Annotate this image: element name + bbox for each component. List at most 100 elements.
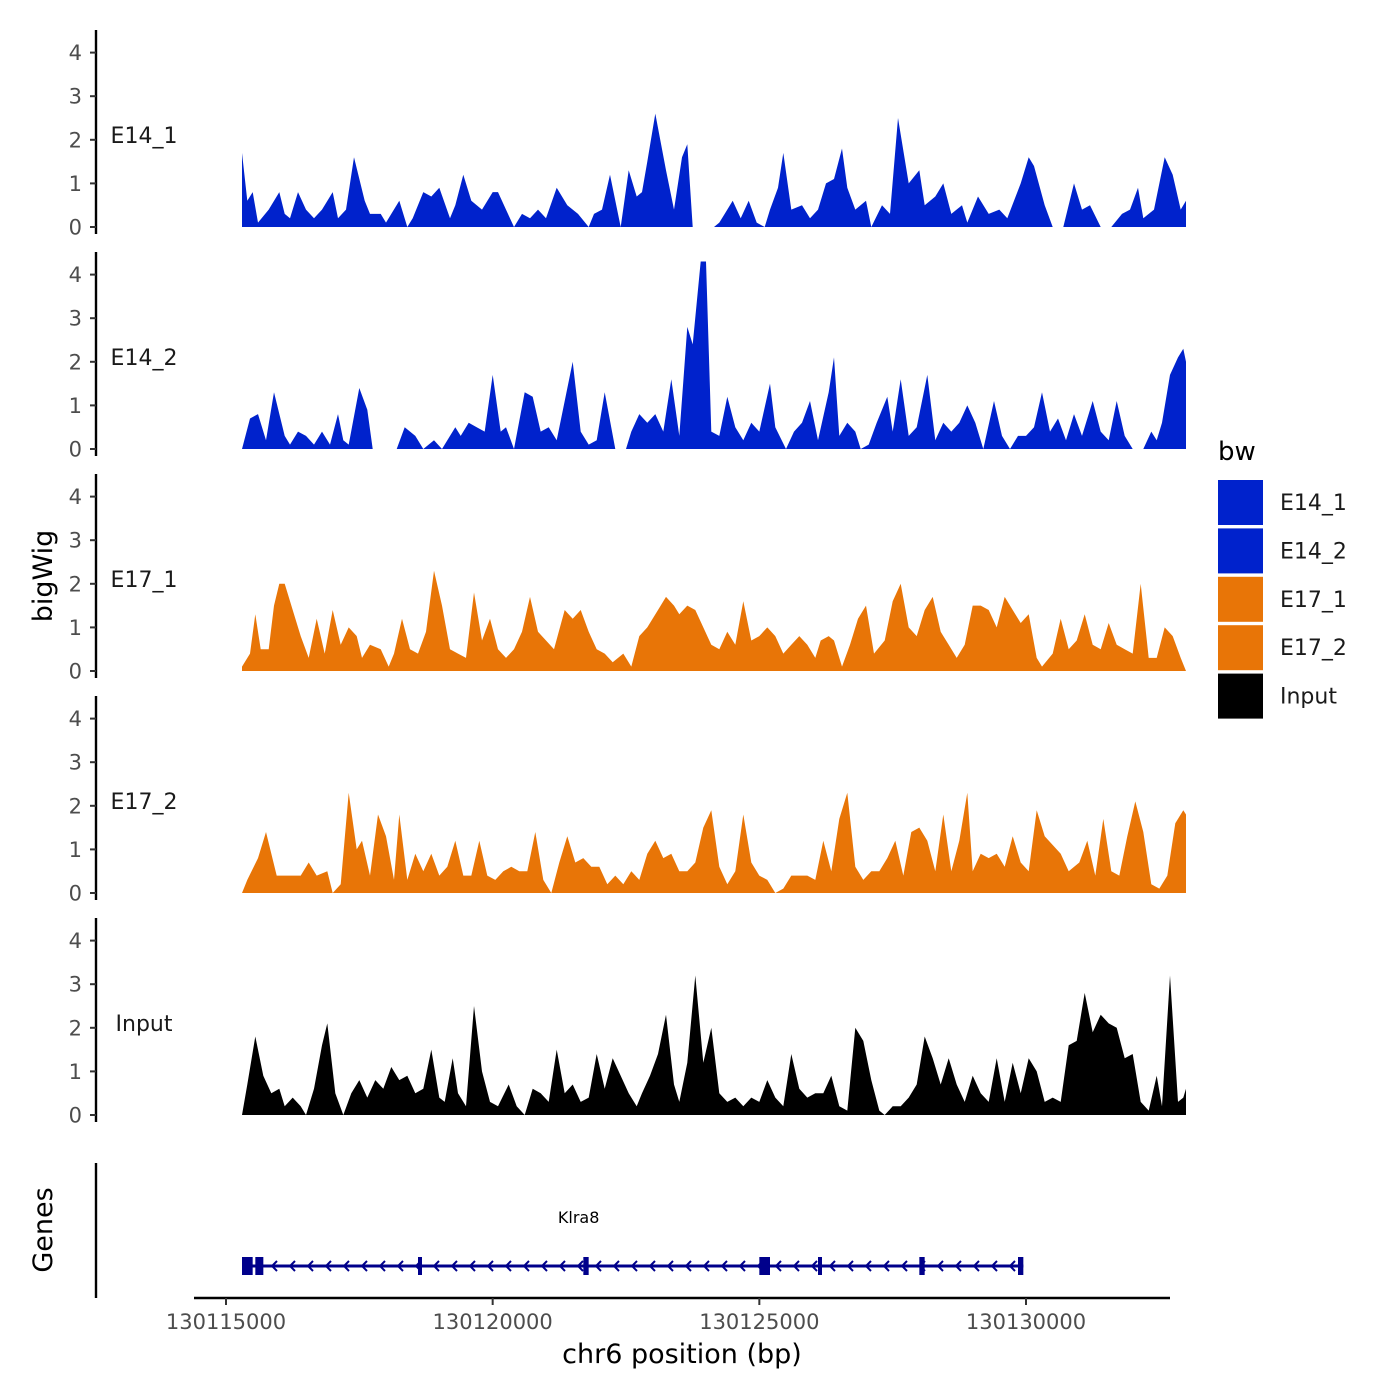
track-label: E14_2	[111, 346, 178, 371]
exon	[418, 1257, 422, 1275]
strand-arrow	[684, 1260, 692, 1272]
y-axis-title: bigWig	[28, 530, 59, 623]
y-tick-label: 0	[69, 1104, 82, 1128]
strand-arrow	[612, 1260, 620, 1272]
strand-arrow	[864, 1260, 872, 1272]
legend-label: E17_2	[1280, 636, 1347, 661]
gene-name-label: Klra8	[558, 1208, 600, 1227]
strand-arrow	[792, 1260, 800, 1272]
signal-area-E17_2	[242, 792, 1186, 893]
exon	[818, 1257, 822, 1275]
strand-arrow	[270, 1260, 278, 1272]
exon	[759, 1257, 770, 1275]
strand-arrow	[774, 1260, 782, 1272]
strand-arrow	[324, 1260, 332, 1272]
strand-arrow	[450, 1260, 458, 1272]
strand-arrow	[738, 1260, 746, 1272]
gene-track: Genes Klra8	[28, 1163, 1024, 1298]
gene-track-title: Genes	[28, 1187, 59, 1272]
strand-arrow	[702, 1260, 710, 1272]
y-tick-label: 3	[69, 973, 82, 997]
track-Input: 0 1 2 3 4 Input	[69, 918, 1186, 1128]
track-label: E17_2	[111, 790, 178, 815]
y-tick-label: 4	[69, 707, 82, 731]
legend-item-E17_1: E17_1	[1218, 576, 1347, 622]
legend-swatch	[1218, 528, 1263, 574]
legend-items: E14_1 E14_2 E17_1 E17_2 Input	[1218, 480, 1347, 719]
y-tick-label: 0	[69, 216, 82, 240]
legend-label: Input	[1280, 685, 1337, 710]
track-label: E17_1	[111, 568, 178, 593]
signal-area-E17_1	[242, 570, 1186, 671]
track-E17_2: 0 1 2 3 4 E17_2	[69, 696, 1186, 906]
y-tick-label: 1	[69, 838, 82, 862]
strand-arrow	[1008, 1260, 1016, 1272]
legend-label: E14_1	[1280, 491, 1347, 516]
gene-model: Klra8	[242, 1208, 1024, 1275]
strand-arrow	[720, 1260, 728, 1272]
y-tick-label: 4	[69, 929, 82, 953]
signal-tracks: 0 1 2 3 4 E14_1 0 1 2 3 4 E14_2 0 1 2 3 4 E17_1 0 1 2 3 4 E17_2…	[69, 30, 1186, 1128]
legend-item-E14_1: E14_1	[1218, 480, 1347, 525]
x-tick-label: 130130000	[966, 1310, 1086, 1334]
legend-swatch	[1218, 625, 1263, 671]
legend-swatch	[1218, 576, 1263, 622]
strand-arrow	[810, 1260, 818, 1272]
x-axis-title: chr6 position (bp)	[562, 1339, 802, 1370]
y-tick-label: 2	[69, 350, 82, 374]
exon	[255, 1257, 264, 1275]
track-label: Input	[116, 1012, 173, 1037]
strand-arrow	[306, 1260, 314, 1272]
signal-area-Input	[242, 975, 1186, 1115]
y-tick-label: 0	[69, 438, 82, 462]
strand-arrow	[666, 1260, 674, 1272]
strand-arrow	[954, 1260, 962, 1272]
x-tick-label: 130115000	[166, 1310, 286, 1334]
track-E14_2: 0 1 2 3 4 E14_2	[69, 252, 1186, 462]
legend-item-E14_2: E14_2	[1218, 528, 1347, 574]
y-tick-label: 2	[69, 1016, 82, 1040]
y-tick-label: 4	[69, 263, 82, 287]
exon	[1018, 1257, 1024, 1275]
exon	[583, 1257, 589, 1275]
y-tick-label: 3	[69, 751, 82, 775]
legend-swatch	[1218, 673, 1263, 719]
legend-item-E17_2: E17_2	[1218, 625, 1347, 671]
strand-arrow	[360, 1260, 368, 1272]
y-tick-label: 2	[69, 128, 82, 152]
strand-arrow	[378, 1260, 386, 1272]
strand-arrow	[972, 1260, 980, 1272]
y-tick-label: 2	[69, 794, 82, 818]
gene-Klra8: Klra8	[242, 1208, 1024, 1275]
y-tick-label: 1	[69, 616, 82, 640]
x-ticks: 130115000 130120000 130125000 130130000	[166, 1298, 1086, 1334]
track-label: E14_1	[111, 124, 178, 149]
x-axis: 130115000 130120000 130125000 130130000 chr…	[166, 1296, 1170, 1370]
x-tick-label: 130125000	[699, 1310, 819, 1334]
strand-arrow	[828, 1260, 836, 1272]
y-tick-label: 3	[69, 307, 82, 331]
strand-arrow	[936, 1260, 944, 1272]
legend: bw E14_1 E14_2 E17_1 E17_2 Input	[1218, 437, 1347, 719]
strand-arrow	[540, 1260, 548, 1272]
strand-arrow	[648, 1260, 656, 1272]
legend-item-Input: Input	[1218, 673, 1337, 719]
strand-arrow	[432, 1260, 440, 1272]
strand-arrow	[558, 1260, 566, 1272]
y-tick-label: 4	[69, 485, 82, 509]
legend-label: E17_1	[1280, 588, 1347, 613]
exon	[919, 1257, 925, 1275]
y-tick-label: 1	[69, 394, 82, 418]
y-tick-label: 3	[69, 85, 82, 109]
y-tick-label: 1	[69, 1060, 82, 1084]
strand-arrow	[900, 1260, 908, 1272]
strand-arrow	[522, 1260, 530, 1272]
signal-area-E14_2	[242, 261, 1186, 449]
legend-title: bw	[1218, 437, 1256, 467]
legend-swatch	[1218, 480, 1263, 525]
signal-area-E14_1	[242, 113, 1186, 227]
strand-arrow	[396, 1260, 404, 1272]
exon	[242, 1257, 253, 1275]
track-E17_1: 0 1 2 3 4 E17_1	[69, 474, 1186, 684]
x-tick-label: 130120000	[433, 1310, 553, 1334]
